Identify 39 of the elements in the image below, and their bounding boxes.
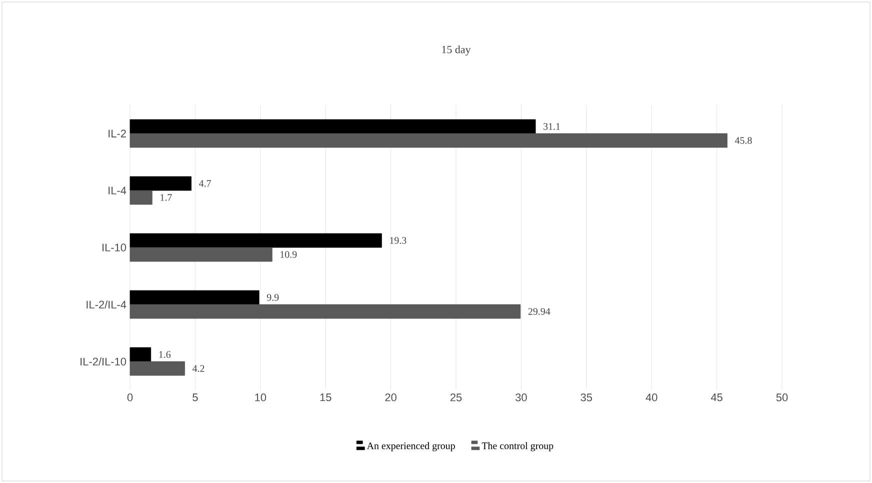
data-label: 29.94 <box>528 308 550 315</box>
data-label: 9.9 <box>266 294 279 301</box>
data-label: 45.8 <box>734 137 752 144</box>
y-tick-label: IL-4 <box>108 186 126 194</box>
x-tick-label: 25 <box>450 394 462 402</box>
bar <box>130 290 260 305</box>
bar <box>130 133 728 148</box>
bar <box>130 304 521 319</box>
x-tick-label: 5 <box>192 394 198 402</box>
data-label: 1.6 <box>159 351 171 358</box>
x-tick-label: 35 <box>580 394 592 402</box>
legend-label: The control group <box>482 442 554 452</box>
x-tick-label: 0 <box>127 394 133 402</box>
x-tick-label: 40 <box>646 394 658 402</box>
bar <box>130 247 272 262</box>
data-label: 1.7 <box>160 194 172 201</box>
bar <box>130 233 382 248</box>
bar <box>130 119 536 134</box>
bar <box>130 176 192 191</box>
y-tick-label: IL-2 <box>108 130 126 138</box>
bar <box>130 361 185 376</box>
y-tick-label: IL-10 <box>102 244 126 252</box>
data-label: 4.2 <box>192 365 204 372</box>
data-label: 19.3 <box>390 237 406 244</box>
x-tick-label: 10 <box>255 394 266 402</box>
bar <box>130 347 152 362</box>
x-tick-label: 50 <box>776 394 788 402</box>
legend-label: An experienced group <box>366 442 455 452</box>
x-tick-label: 20 <box>385 394 396 402</box>
x-tick-label: 15 <box>320 394 332 402</box>
data-label: 10.9 <box>280 251 297 258</box>
bar <box>130 190 152 205</box>
chart-title: 15 day <box>442 46 471 56</box>
data-label: 31.1 <box>544 123 560 130</box>
x-tick-label: 30 <box>516 394 527 402</box>
data-label: 4.7 <box>199 180 211 187</box>
x-tick-label: 45 <box>710 394 722 402</box>
y-tick-label: IL-2/IL-10 <box>80 357 126 366</box>
y-tick-label: IL-2/IL-4 <box>86 300 126 309</box>
